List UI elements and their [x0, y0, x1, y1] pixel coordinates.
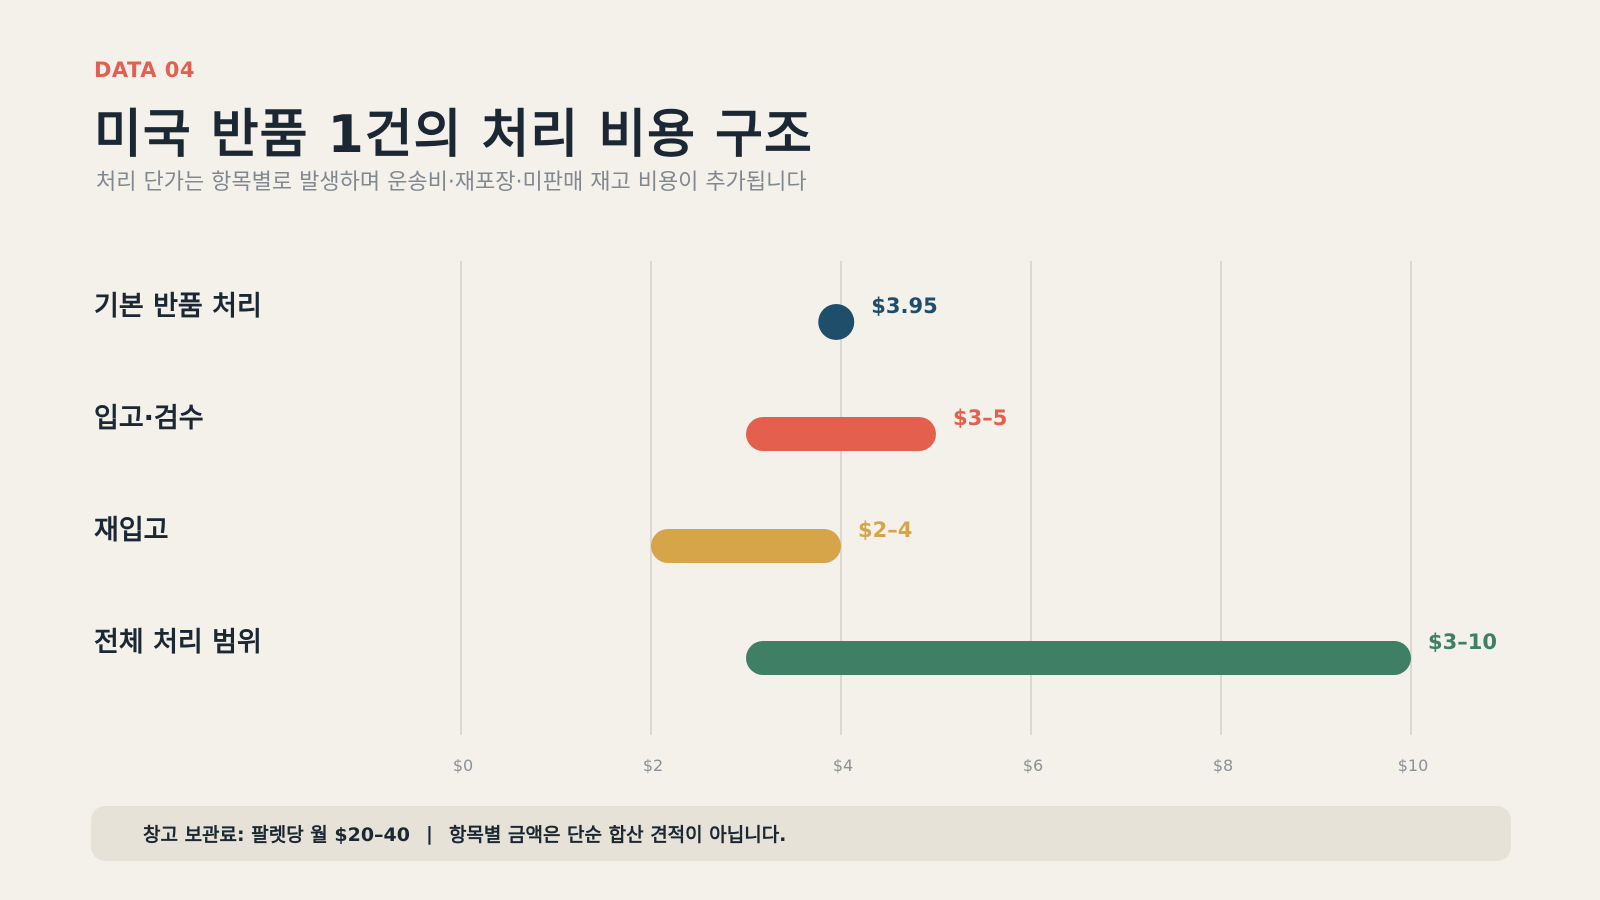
- row-value-label: $2–4: [858, 518, 912, 542]
- row-category-label: 재입고: [94, 515, 169, 546]
- x-tick-label: $2: [643, 756, 663, 775]
- chart-row: 기본 반품 처리 $3.95: [94, 291, 938, 340]
- chart-rows: 기본 반품 처리 $3.95 입고·검수 $3–5 재입고 $2–4 전체 처리 범위 $3–…: [94, 291, 1497, 675]
- x-tick-label: $10: [1398, 756, 1429, 775]
- row-category-label: 입고·검수: [94, 403, 204, 434]
- chart-row: 전체 처리 범위 $3–10: [94, 627, 1497, 675]
- footer-disclaimer: 항목별 금액은 단순 합산 견적이 아닙니다.: [448, 824, 787, 846]
- page-title: 미국 반품 1건의 처리 비용 구조: [94, 105, 813, 165]
- x-tick-label: $4: [833, 756, 853, 775]
- chart-row: 재입고 $2–4: [94, 515, 912, 563]
- x-axis: $0 $2 $4 $6 $8 $10: [453, 756, 1428, 775]
- x-tick-label: $0: [453, 756, 473, 775]
- row-value-label: $3.95: [871, 294, 937, 318]
- row-value-label: $3–10: [1428, 630, 1497, 654]
- chart-row: 입고·검수 $3–5: [94, 403, 1007, 451]
- footer-separator: |: [425, 822, 433, 845]
- x-tick-label: $8: [1213, 756, 1233, 775]
- value-dot: [818, 304, 855, 340]
- footer-note: 창고 보관료: 팔렛당 월 $20–40 | 항목별 금액은 단순 합산 견적이…: [91, 806, 1511, 861]
- row-category-label: 기본 반품 처리: [94, 291, 262, 322]
- x-tick-label: $6: [1023, 756, 1043, 775]
- footer-storage-note: 창고 보관료: 팔렛당 월 $20–40: [143, 824, 410, 846]
- row-category-label: 전체 처리 범위: [94, 627, 262, 658]
- section-eyebrow: DATA 04: [94, 58, 196, 82]
- row-value-label: $3–5: [953, 406, 1007, 430]
- page-subtitle: 처리 단가는 항목별로 발생하며 운송비·재포장·미판매 재고 비용이 추가됩니…: [96, 170, 807, 195]
